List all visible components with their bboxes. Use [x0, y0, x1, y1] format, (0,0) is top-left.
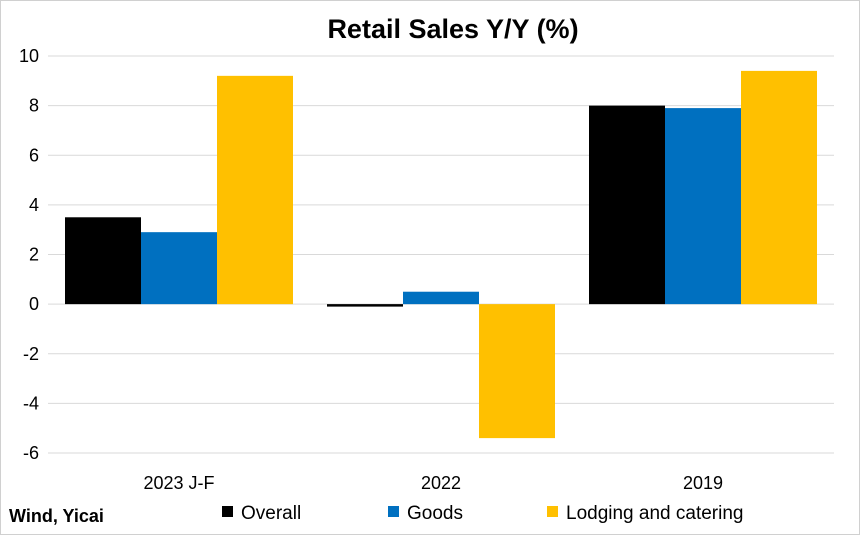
bar-overall: [589, 105, 665, 305]
chart-title: Retail Sales Y/Y (%): [327, 14, 578, 44]
y-tick-label: -4: [23, 393, 39, 413]
y-tick-label: -2: [23, 344, 39, 364]
bar-lodging-and-catering: [217, 75, 293, 305]
y-tick-label: 2: [29, 245, 39, 265]
y-tick-label: 0: [29, 294, 39, 314]
source-note: Wind, Yicai: [9, 506, 104, 526]
bar-overall: [65, 217, 141, 305]
y-axis-ticks: 10 8 6 4 2 0 -2 -4 -6: [19, 46, 39, 463]
bar-lodging-and-catering: [479, 304, 555, 439]
bar-goods: [403, 291, 479, 305]
legend-label: Overall: [241, 503, 301, 524]
x-category-label: 2019: [683, 473, 723, 493]
x-axis-categories: 2023 J-F 2022 2019: [143, 473, 723, 493]
x-category-label: 2022: [421, 473, 461, 493]
y-tick-label: 10: [19, 46, 39, 66]
legend-swatch: [222, 506, 233, 517]
y-tick-label: 4: [29, 195, 39, 215]
bars: [65, 70, 817, 439]
y-tick-label: 8: [29, 96, 39, 116]
bar-lodging-and-catering: [741, 70, 817, 305]
legend-swatch: [388, 506, 399, 517]
legend-label: Lodging and catering: [566, 503, 743, 524]
y-tick-label: 6: [29, 145, 39, 165]
bar-goods: [141, 232, 217, 305]
legend-swatch: [547, 506, 558, 517]
y-tick-label: -6: [23, 443, 39, 463]
bar-overall: [327, 304, 403, 307]
legend: Overall Goods Lodging and catering: [222, 503, 743, 524]
x-category-label: 2023 J-F: [143, 473, 214, 493]
legend-label: Goods: [407, 503, 463, 524]
bar-goods: [665, 108, 741, 305]
